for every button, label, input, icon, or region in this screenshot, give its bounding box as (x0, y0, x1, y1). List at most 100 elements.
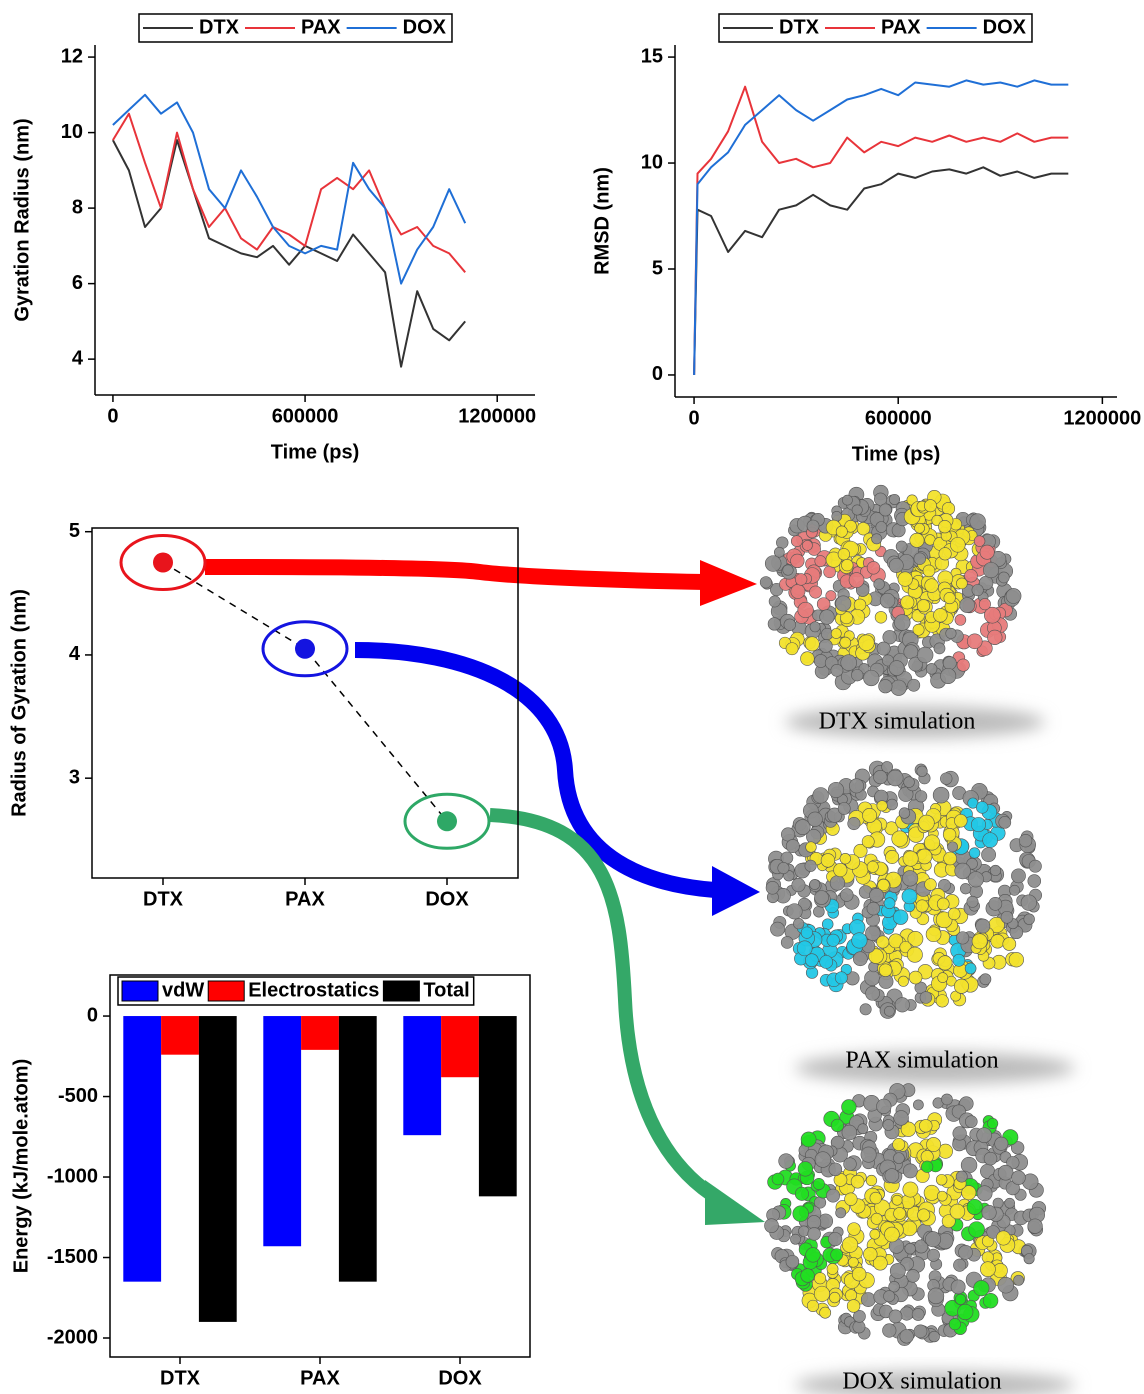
atom (892, 1195, 902, 1205)
atom (939, 548, 951, 560)
atom (805, 860, 816, 871)
atom (987, 1118, 997, 1128)
atom (976, 919, 990, 933)
atom (967, 634, 982, 649)
atom (829, 1163, 842, 1176)
atom (865, 970, 880, 985)
atom (950, 537, 965, 552)
atom (884, 1006, 894, 1016)
atom (765, 1219, 779, 1233)
atom (871, 1213, 882, 1224)
atom (805, 954, 818, 967)
atom (904, 777, 915, 788)
atom (915, 790, 927, 802)
atom (892, 831, 908, 847)
atom (961, 1157, 977, 1173)
atom (836, 526, 847, 537)
atom (894, 615, 910, 631)
bar (161, 1016, 199, 1055)
atom (879, 504, 891, 516)
atom (891, 680, 907, 696)
atom (858, 635, 874, 651)
atom (802, 540, 812, 550)
arrowhead (712, 866, 760, 916)
atom (923, 565, 935, 577)
atom (810, 879, 820, 889)
atom (813, 1178, 824, 1189)
x-tick-label: PAX (285, 888, 325, 910)
atom (806, 842, 817, 853)
atom (845, 1193, 858, 1206)
atom (907, 947, 922, 962)
atom (838, 802, 850, 814)
y-tick-label: 10 (641, 151, 663, 173)
atom (851, 669, 863, 681)
atom (954, 814, 967, 827)
caption: DOX simulation (842, 1369, 1001, 1394)
atom (776, 537, 788, 549)
y-tick-label: 4 (69, 643, 81, 665)
legend-label: DTX (779, 16, 820, 38)
atom (862, 808, 876, 822)
atom (944, 852, 957, 865)
atom (995, 1137, 1008, 1150)
y-axis-title: Gyration Radius (nm) (11, 118, 33, 321)
atom (840, 637, 851, 648)
atom (903, 1182, 918, 1197)
legend: DTXPAXDOX (139, 14, 452, 42)
atom (914, 1325, 927, 1338)
atom (996, 1231, 1010, 1245)
atom (863, 670, 879, 686)
atom (917, 849, 932, 864)
atom (827, 934, 839, 946)
caption: DTX simulation (819, 709, 976, 735)
atom (860, 1004, 871, 1015)
atom (887, 799, 898, 810)
atom (979, 598, 990, 609)
atom (809, 586, 821, 598)
atom (900, 1330, 914, 1344)
atom (866, 1175, 877, 1186)
atom (898, 572, 912, 586)
atom (853, 952, 867, 966)
bar (263, 1016, 301, 1246)
atom (948, 908, 960, 920)
atom (904, 645, 918, 659)
caption: PAX simulation (845, 1048, 998, 1074)
atom (926, 1137, 940, 1151)
atom (829, 1292, 840, 1303)
atom (813, 906, 824, 917)
bar (403, 1016, 441, 1135)
atom (898, 976, 908, 986)
atom (831, 1249, 843, 1261)
atom (956, 578, 967, 589)
atom (885, 850, 898, 863)
atom (876, 1099, 891, 1114)
atom (960, 598, 975, 613)
atom (982, 1205, 996, 1219)
atom (814, 1286, 829, 1301)
atom (890, 1263, 905, 1278)
atom (936, 995, 949, 1008)
atom (840, 853, 851, 864)
atom (921, 1161, 933, 1173)
atom (998, 1277, 1014, 1293)
legend: vdWElectrostaticsTotal (118, 977, 474, 1005)
y-axis-title: RMSD (nm) (591, 167, 613, 275)
arrowhead (700, 560, 757, 606)
atom (944, 592, 955, 603)
atom (958, 1245, 972, 1259)
x-tick-label: 600000 (865, 407, 932, 429)
atom (938, 973, 948, 983)
atom (841, 655, 857, 671)
atom (1021, 895, 1037, 911)
atom (965, 1116, 977, 1128)
atom (970, 514, 986, 530)
x-tick-label: DTX (143, 888, 184, 910)
y-tick-label: 5 (69, 520, 80, 542)
atom (1006, 588, 1021, 603)
atom (791, 536, 802, 547)
atom (874, 579, 885, 590)
atom (949, 1318, 961, 1330)
atom (956, 1171, 967, 1182)
